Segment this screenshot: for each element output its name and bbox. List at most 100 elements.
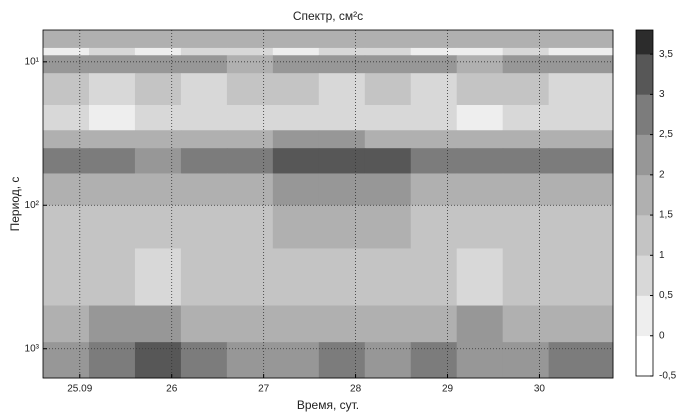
heat-cell [318,130,366,149]
heat-cell [180,73,228,106]
heat-cell [272,55,320,74]
heat-cell [134,73,182,106]
heat-cell [43,248,90,307]
heat-cell [502,130,550,149]
heat-cell [364,173,412,206]
colorbar-tick-label: -0,5 [659,371,677,382]
heat-cell [410,47,458,56]
heat-cell [134,205,182,249]
heat-cell [410,55,458,74]
heat-cell [410,130,458,149]
y-tick-label: 10³ [25,343,40,354]
heat-cell [364,30,412,49]
colorbar-band [636,215,653,256]
heat-cell [180,173,228,206]
colorbar-frame [635,29,654,377]
heat-cell [318,342,366,379]
heat-cell [88,105,136,131]
heat-cell [364,305,412,343]
heat-cell [548,342,614,379]
x-axis-label: Время, сут. [297,398,359,412]
heat-cell [134,342,182,379]
heat-cell [410,173,458,206]
heat-cell [88,248,136,307]
heat-cell [318,30,366,49]
heat-cell [318,47,366,56]
heat-cell [502,73,550,106]
heat-cell [43,148,90,174]
heat-cell [226,305,274,343]
heat-cell [180,148,228,174]
heat-cell [180,55,228,74]
heat-cell [43,73,90,106]
heat-cell [318,105,366,131]
heat-cell [548,305,614,343]
heat-cell [180,205,228,249]
heat-cell [272,30,320,49]
heat-cell [43,30,90,49]
heat-cell [318,73,366,106]
heat-cell [410,342,458,379]
heat-cell [226,130,274,149]
heat-cell [502,30,550,49]
heat-cell [226,105,274,131]
heat-cell [180,248,228,307]
heat-cell [272,342,320,379]
colorbar-tick-label: 2,5 [659,129,673,140]
heat-cell [548,173,614,206]
heat-cell [88,342,136,379]
heat-cell [548,105,614,131]
heat-cell [410,305,458,343]
heat-cell [548,148,614,174]
y-tick-label: 10² [25,200,40,211]
heat-cell [272,173,320,206]
heat-cell [134,105,182,131]
colorbar-tick-label: 1,5 [659,210,673,221]
plot-frame [42,29,614,379]
colorbar-band [636,54,653,95]
heat-cell [456,130,504,149]
colorbar-tick-label: 3,5 [659,49,673,60]
heat-cell [43,305,90,343]
heat-cell [548,73,614,106]
heat-cell [226,73,274,106]
heat-cell [88,305,136,343]
colorbar-band [636,295,653,337]
heat-cell [548,47,614,56]
x-tick-label: 27 [258,384,270,395]
heat-cell [180,47,228,56]
colorbar-band [636,30,653,55]
heat-cell [456,248,504,307]
heat-cell [456,305,504,343]
heat-cell [43,205,90,249]
heat-cell [456,30,504,49]
heat-cell [410,105,458,131]
heat-cell [456,173,504,206]
colorbar-band [636,134,653,176]
x-tick-label: 28 [350,384,362,395]
heat-cell [364,205,412,249]
heat-cell [548,248,614,307]
heat-cell [226,342,274,379]
heat-cell [88,130,136,149]
y-tick-label: 10¹ [25,56,40,67]
heat-cell [134,173,182,206]
heat-cell [502,342,550,379]
heat-cell [318,148,366,174]
heat-cell [272,130,320,149]
heat-cell [548,55,614,74]
heat-cell [272,305,320,343]
heat-cell [88,173,136,206]
heat-cell [88,148,136,174]
heat-cell [134,148,182,174]
heat-cell [502,55,550,74]
heat-cell [272,205,320,249]
heat-cell [456,148,504,174]
heat-cell [88,205,136,249]
heat-cell [226,173,274,206]
heat-cell [456,55,504,74]
heat-cell [180,30,228,49]
heat-cell [134,305,182,343]
heat-cell [43,55,90,74]
heat-cell [43,342,90,379]
